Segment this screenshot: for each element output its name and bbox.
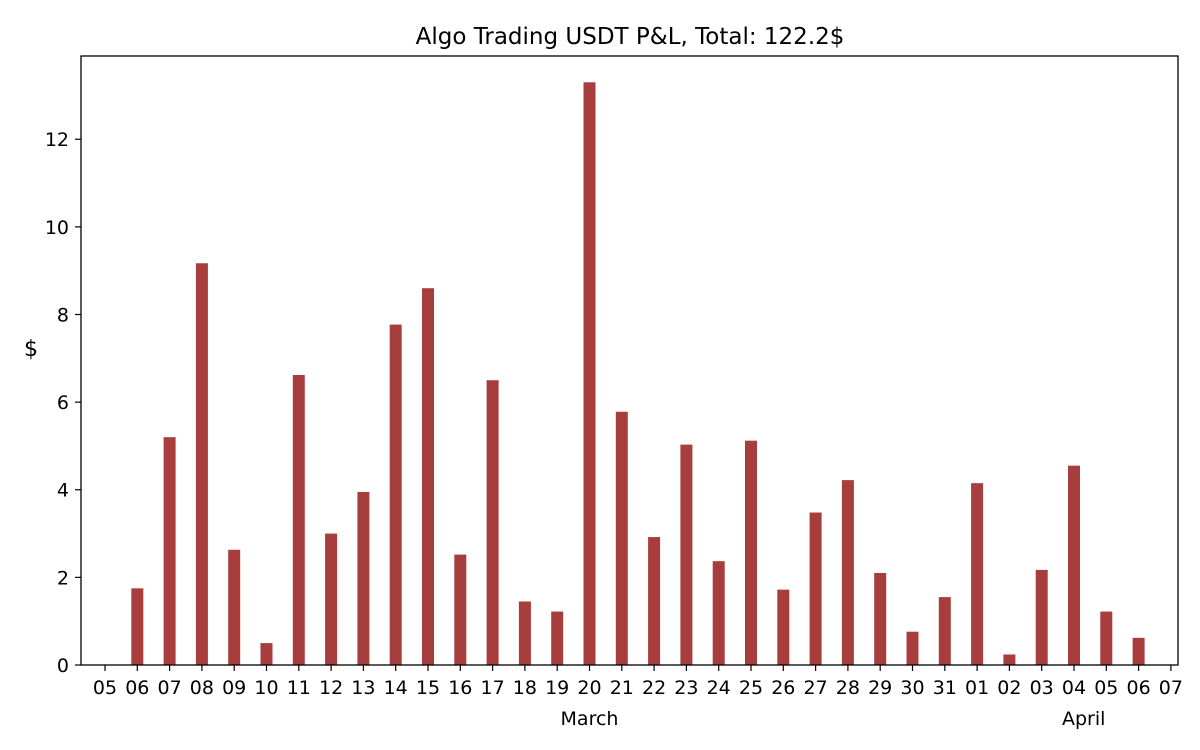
bar-2023-04-04 [1068, 465, 1080, 665]
x-tick-label: 28 [836, 677, 860, 699]
x-tick-label: 13 [351, 677, 375, 699]
bar-2023-03-29 [874, 572, 887, 665]
bar-2023-03-18 [518, 601, 531, 665]
bar-2023-03-26 [777, 589, 790, 665]
month-label-march: March [561, 708, 619, 730]
x-tick-label: 25 [739, 677, 763, 699]
y-tick-label: 8 [57, 304, 69, 326]
x-tick-label: 05 [1094, 677, 1118, 699]
x-tick-label: 09 [222, 677, 246, 699]
bar-2023-04-05 [1100, 611, 1113, 665]
y-tick-label: 4 [57, 480, 69, 502]
bar-2023-03-31 [938, 597, 951, 665]
x-tick-label: 06 [1127, 677, 1151, 699]
y-axis-label: $ [24, 337, 38, 362]
bar-2023-03-24 [712, 561, 725, 665]
x-tick-label: 06 [125, 677, 149, 699]
bar-2023-03-23 [680, 444, 693, 665]
bar-2023-03-17 [486, 380, 499, 665]
y-axis: 0 2 4 6 8 10 12 [45, 129, 81, 677]
bar-2023-04-03 [1035, 569, 1048, 665]
x-tick-label: 26 [771, 677, 795, 699]
bar-2023-03-13 [357, 491, 370, 665]
x-tick-label: 05 [93, 677, 117, 699]
x-tick-label: 07 [1159, 677, 1183, 699]
bar-2023-03-12 [325, 533, 338, 665]
bar-2023-03-21 [615, 411, 628, 665]
bar-2023-03-15 [422, 288, 434, 665]
x-tick-label: 10 [254, 677, 278, 699]
bar-2023-03-30 [906, 631, 919, 665]
bars-layer [131, 82, 1145, 666]
x-axis: 05 06 07 08 09 10 11 12 13 14 15 16 17 18 19 20 21 22 23 24… [93, 665, 1183, 730]
plot-frame [80, 55, 1179, 666]
y-tick-label: 6 [57, 392, 69, 414]
x-tick-label: 29 [868, 677, 892, 699]
x-tick-label: 17 [481, 677, 505, 699]
bar-2023-04-01 [971, 483, 984, 665]
month-label-april: April [1062, 708, 1105, 730]
x-tick-label: 22 [642, 677, 666, 699]
bar-2023-03-22 [648, 537, 661, 665]
bar-2023-03-19 [551, 611, 564, 665]
x-tick-label: 14 [384, 677, 408, 699]
bar-2023-03-14 [389, 324, 402, 665]
x-tick-label: 23 [674, 677, 698, 699]
bar-2023-03-10 [260, 643, 273, 665]
bar-2023-03-06 [131, 588, 144, 665]
bar-2023-03-07 [163, 437, 176, 665]
x-tick-label: 07 [158, 677, 182, 699]
x-tick-label: 04 [1062, 677, 1086, 699]
y-tick-label: 2 [57, 567, 69, 589]
bar-2023-03-27 [809, 512, 822, 665]
x-tick-label: 16 [448, 677, 472, 699]
bar-2023-04-02 [1003, 654, 1016, 665]
x-tick-label: 12 [319, 677, 343, 699]
bar-2023-03-16 [454, 554, 467, 665]
x-tick-label: 31 [933, 677, 957, 699]
x-tick-label: 11 [287, 677, 311, 699]
x-tick-label: 27 [804, 677, 828, 699]
y-tick-label: 12 [45, 129, 69, 151]
bar-2023-03-28 [841, 480, 854, 665]
x-tick-label: 18 [513, 677, 537, 699]
bar-2023-03-08 [195, 263, 208, 665]
x-tick-label: 03 [1030, 677, 1054, 699]
x-tick-label: 15 [416, 677, 440, 699]
chart-title: Algo Trading USDT P&L, Total: 122.2$ [416, 24, 845, 50]
x-tick-label: 30 [900, 677, 924, 699]
x-tick-label: 19 [545, 677, 569, 699]
x-tick-label: 02 [997, 677, 1021, 699]
x-tick-label: 08 [190, 677, 214, 699]
bar-2023-03-09 [228, 549, 241, 665]
bar-2023-03-25 [745, 440, 757, 665]
x-tick-label: 20 [577, 677, 601, 699]
y-tick-label: 10 [45, 217, 69, 239]
x-tick-label: 24 [707, 677, 731, 699]
bar-2023-03-20 [583, 82, 596, 666]
x-tick-label: 01 [965, 677, 989, 699]
bar-2023-03-11 [292, 374, 305, 665]
y-tick-label: 0 [57, 655, 69, 677]
bar-2023-04-06 [1132, 637, 1145, 665]
x-tick-label: 21 [610, 677, 634, 699]
